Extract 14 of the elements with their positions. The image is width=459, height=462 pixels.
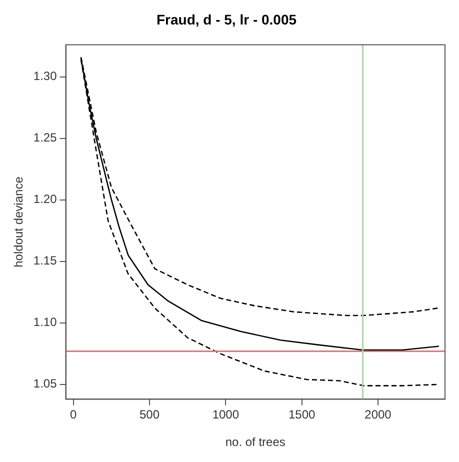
- y-axis-title: holdout deviance: [12, 176, 26, 268]
- y-tick-label: 1.20: [33, 192, 58, 206]
- y-tick-label: 1.10: [33, 315, 58, 330]
- y-tick-label: 1.05: [33, 376, 58, 391]
- x-axis-title: no. of trees: [225, 435, 286, 450]
- x-tick-label: 2000: [364, 408, 392, 422]
- y-tick-label: 1.15: [33, 254, 58, 268]
- x-tick-label: 1000: [212, 408, 240, 422]
- x-tick-label: 500: [140, 408, 160, 422]
- y-tick-label: 1.30: [33, 69, 58, 84]
- x-tick-label: 1500: [288, 408, 316, 422]
- chart-title: Fraud, d - 5, lr - 0.005: [156, 11, 297, 28]
- x-tick-label: 0: [70, 408, 78, 422]
- y-tick-label: 1.25: [33, 130, 58, 145]
